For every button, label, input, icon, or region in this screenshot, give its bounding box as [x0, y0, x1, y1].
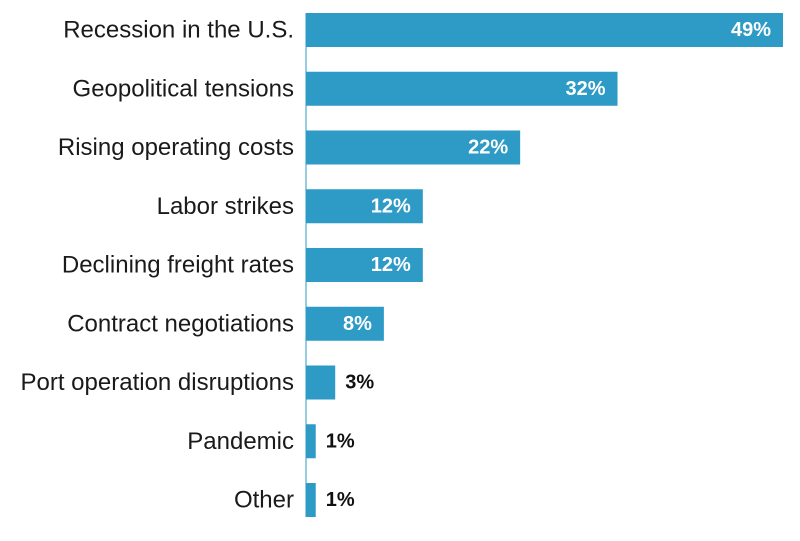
category-label: Pandemic [187, 428, 294, 455]
category-label: Recession in the U.S. [63, 17, 294, 44]
category-label: Contract negotiations [67, 310, 294, 337]
value-label: 3% [345, 372, 374, 394]
category-label: Rising operating costs [58, 134, 294, 161]
value-label: 1% [326, 489, 355, 511]
bar [306, 189, 423, 224]
bar [306, 306, 384, 341]
category-labels: Recession in the U.S. Geopolitical tensio… [21, 17, 295, 514]
bars [306, 13, 783, 517]
bar [306, 248, 423, 282]
value-labels: 49% 32% 22% 12% 12% 8% 3% 1% 1% [326, 19, 771, 511]
value-label: 12% [371, 195, 411, 217]
value-label: 49% [731, 19, 771, 41]
bar [306, 130, 521, 165]
category-label: Port operation disruptions [21, 369, 295, 396]
category-label: Declining freight rates [62, 252, 294, 279]
category-label: Other [234, 487, 294, 514]
bar [306, 71, 618, 106]
value-label: 1% [326, 430, 355, 452]
bar [306, 424, 316, 459]
value-label: 12% [371, 254, 411, 276]
category-label: Labor strikes [157, 193, 294, 220]
bar [306, 13, 783, 47]
value-label: 32% [565, 78, 605, 100]
bar [306, 483, 316, 517]
category-label: Geopolitical tensions [73, 75, 294, 102]
bar [306, 365, 336, 400]
value-label: 22% [468, 137, 508, 159]
value-label: 8% [343, 313, 372, 335]
